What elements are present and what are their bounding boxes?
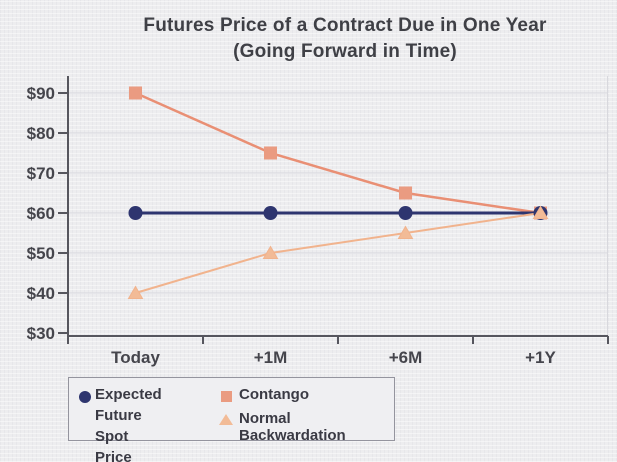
square-marker [264,146,277,160]
triangle-marker [532,205,549,219]
y-tick-label: $90 [27,84,55,103]
y-tick-label: $60 [27,204,55,223]
triangle-marker [397,225,414,239]
chart-title-line1: Futures Price of a Contract Due in One Y… [143,15,547,36]
circle-marker [263,206,278,220]
y-tick-label: $30 [27,324,55,343]
y-tick-label: $40 [27,284,55,303]
triangle-marker [262,245,279,259]
triangle-marker [127,285,144,299]
circle-marker [398,206,413,220]
square-marker-icon [221,391,232,402]
legend-label-normal-backwardation: Normal Backwardation [239,410,346,444]
circle-marker [128,206,143,220]
x-tick-label: Today [111,348,160,367]
series-line-normal-backwardation [135,212,541,294]
triangle-marker-icon [219,414,233,425]
circle-marker-icon [79,391,91,403]
x-tick-label: +1M [254,348,288,367]
legend-label-contango: Contango [239,386,309,403]
y-tick-label: $70 [27,164,55,183]
square-marker [129,86,142,100]
legend-label-spot-price: Expected Future Spot Price [95,386,162,462]
chart-title-line2: (Going Forward in Time) [233,41,457,62]
y-tick-label: $80 [27,124,55,143]
legend: Expected Future Spot Price Contango Norm… [68,377,395,462]
x-tick-label: +6M [389,348,423,367]
square-marker [399,186,412,200]
series-line-contango [134,91,541,215]
y-tick-label: $50 [27,244,55,263]
chart-title: Futures Price of a Contract Due in One Y… [75,13,615,65]
x-tick-label: +1Y [525,348,556,367]
